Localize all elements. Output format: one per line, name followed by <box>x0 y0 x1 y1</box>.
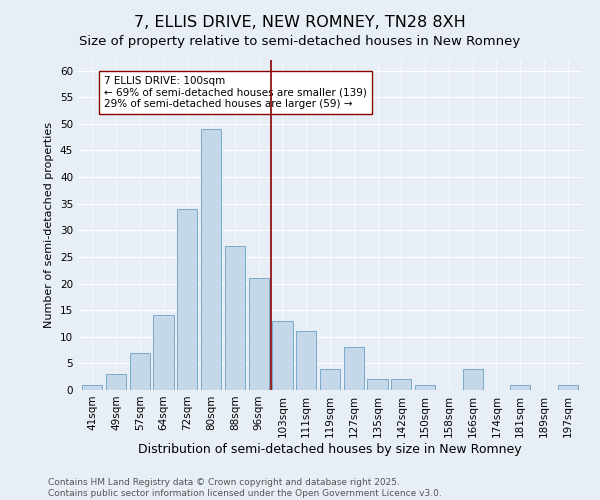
Bar <box>510 384 530 390</box>
Bar <box>391 380 412 390</box>
Bar <box>344 348 364 390</box>
Bar <box>320 368 340 390</box>
Bar <box>248 278 269 390</box>
Bar <box>106 374 126 390</box>
Text: 7 ELLIS DRIVE: 100sqm
← 69% of semi-detached houses are smaller (139)
29% of sem: 7 ELLIS DRIVE: 100sqm ← 69% of semi-deta… <box>104 76 367 109</box>
Y-axis label: Number of semi-detached properties: Number of semi-detached properties <box>44 122 55 328</box>
Bar <box>201 129 221 390</box>
Bar <box>415 384 435 390</box>
Bar <box>82 384 103 390</box>
Bar <box>177 209 197 390</box>
Text: 7, ELLIS DRIVE, NEW ROMNEY, TN28 8XH: 7, ELLIS DRIVE, NEW ROMNEY, TN28 8XH <box>134 15 466 30</box>
Bar <box>367 380 388 390</box>
X-axis label: Distribution of semi-detached houses by size in New Romney: Distribution of semi-detached houses by … <box>138 442 522 456</box>
Bar <box>130 352 150 390</box>
Bar <box>463 368 483 390</box>
Bar <box>272 321 293 390</box>
Bar <box>557 384 578 390</box>
Bar <box>225 246 245 390</box>
Text: Size of property relative to semi-detached houses in New Romney: Size of property relative to semi-detach… <box>79 35 521 48</box>
Bar <box>296 332 316 390</box>
Bar <box>154 316 173 390</box>
Text: Contains HM Land Registry data © Crown copyright and database right 2025.
Contai: Contains HM Land Registry data © Crown c… <box>48 478 442 498</box>
